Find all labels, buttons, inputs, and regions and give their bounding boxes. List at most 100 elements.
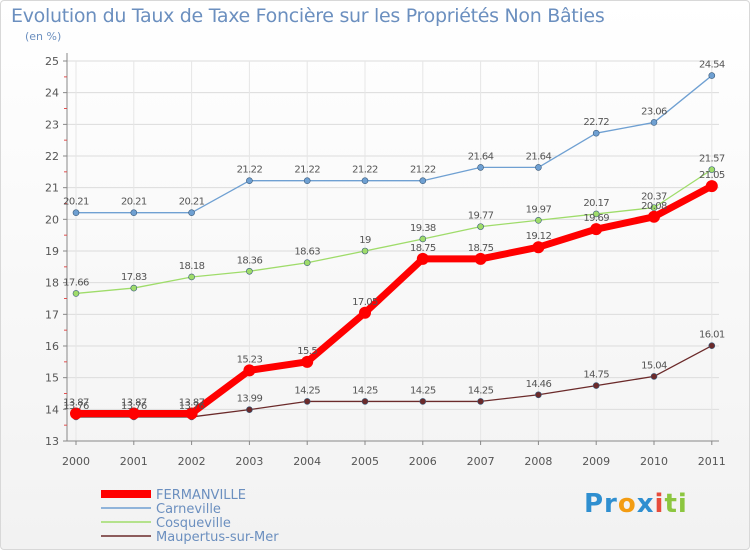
x-tick-label: 2011 [698,455,726,468]
data-point [188,273,195,281]
data-point [535,216,542,224]
y-axis-unit: (en %) [25,30,62,43]
data-point [648,210,660,223]
data-label: 16.01 [699,330,725,341]
data-point [708,342,716,349]
data-point [185,407,198,420]
data-point [650,204,658,211]
data-point [246,267,253,275]
y-tick-label: 25 [45,55,59,68]
data-label: 23.06 [641,106,667,117]
data-label: 13.76 [179,401,205,412]
x-tick-label: 2010 [640,455,668,468]
data-point [592,129,600,137]
logo-part: o [617,489,637,519]
data-label: 14.25 [352,385,378,396]
data-label: 19.12 [526,231,552,242]
data-point [361,398,369,405]
data-point [301,355,314,368]
data-label: 18.75 [410,243,436,254]
data-label: 21.57 [699,154,725,165]
data-point [359,306,371,319]
data-point [127,407,140,420]
data-point [303,177,311,184]
data-label: 19.38 [410,223,436,234]
y-tick-label: 18 [45,277,59,290]
data-point [474,252,487,265]
legend-label: Cosqueville [156,516,231,531]
data-label: 20.21 [63,197,89,208]
x-tick-label: 2009 [582,455,610,468]
data-point [535,164,542,171]
y-tick-label: 22 [45,150,59,163]
data-point [72,209,80,216]
data-label: 21.22 [410,165,436,176]
data-point [419,177,427,184]
chart-title: Evolution du Taux de Taxe Foncière sur l… [11,5,605,27]
data-label: 15.5 [297,346,317,357]
x-tick-label: 2004 [293,455,321,468]
series-line [75,74,713,214]
data-point [590,223,603,236]
y-tick-label: 19 [45,245,59,258]
proxiti-logo: Proxiti [584,489,688,519]
data-point [130,284,138,292]
data-label: 13.76 [121,401,147,412]
legend-label: Maupertus-sur-Mer [156,530,279,545]
data-point [188,209,195,216]
data-label: 22.72 [583,117,609,128]
data-label: 13.87 [179,397,205,408]
data-label: 17.83 [121,272,147,283]
data-label: 13.99 [237,394,263,405]
data-label: 13.87 [63,397,89,408]
data-point [361,247,369,255]
data-label: 17.05 [352,297,378,308]
data-point [243,364,256,377]
data-point [708,166,716,173]
y-tick-label: 14 [45,403,59,416]
data-label: 18.63 [294,247,320,258]
data-point [477,164,484,171]
data-point [650,373,658,380]
data-label: 21.22 [294,165,320,176]
x-tick-label: 2002 [178,455,206,468]
logo-part: x [636,489,655,519]
data-label: 21.22 [352,165,378,176]
legend-label: FERMANVILLE [156,488,246,503]
data-point [303,398,311,405]
data-point [708,72,716,79]
logo-part: ti [664,489,688,519]
data-label: 24.54 [699,60,725,71]
data-label: 20.17 [583,198,609,209]
data-point [246,406,253,413]
data-label: 14.46 [526,379,552,390]
data-label: 17.66 [63,277,89,288]
data-point [130,209,138,216]
data-label: 14.75 [583,370,609,381]
logo-part: i [654,489,665,519]
data-point [592,382,600,389]
data-label: 15.23 [237,354,263,365]
y-tick-label: 23 [45,118,59,131]
y-tick-label: 15 [45,372,59,385]
y-tick-label: 13 [45,435,59,448]
x-tick-label: 2005 [351,455,379,468]
data-label: 19 [359,235,371,246]
x-tick-label: 2003 [235,455,263,468]
data-label: 13.76 [63,401,89,412]
series-line [75,345,713,418]
data-point [72,290,80,297]
data-label: 14.25 [468,385,494,396]
series-line [72,182,716,417]
data-label: 21.22 [237,165,263,176]
data-point [535,391,542,399]
data-point [419,398,427,405]
data-point [705,180,718,193]
data-label: 18.75 [468,243,494,254]
data-label: 13.87 [121,397,147,408]
data-point [650,119,658,126]
legend-label: Carneville [156,502,221,517]
data-label: 20.08 [641,201,667,212]
data-point [419,235,427,243]
